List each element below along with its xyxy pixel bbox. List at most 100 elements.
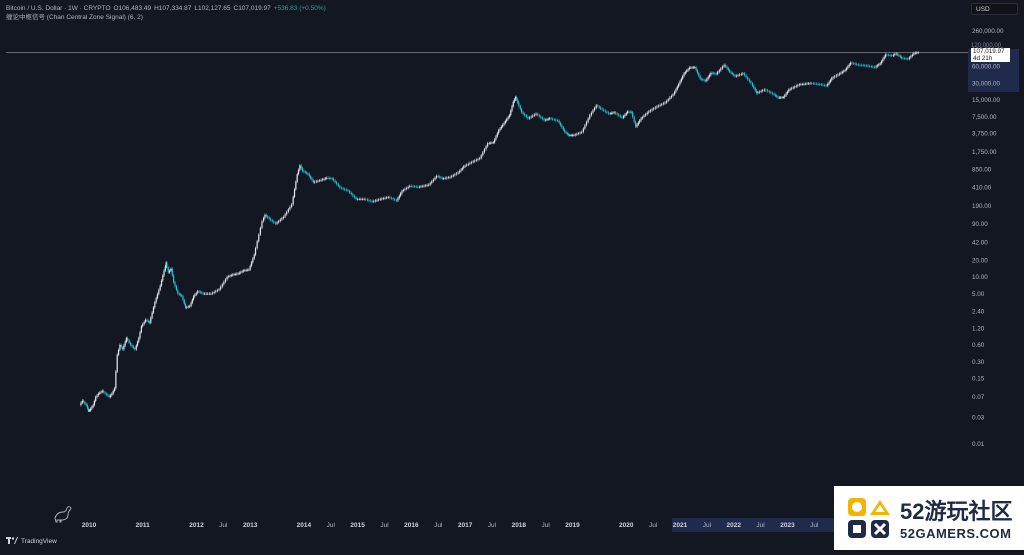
candle-body — [817, 83, 819, 85]
candle-body — [494, 139, 496, 143]
candle-body — [482, 152, 484, 156]
current-price-value: 107,019.97 — [973, 48, 1005, 55]
time-tick-label: 2016 — [404, 522, 419, 529]
candle-body — [535, 113, 537, 115]
candle-body — [667, 99, 669, 101]
candle-body — [318, 180, 321, 182]
candle-body — [706, 78, 708, 81]
candle-body — [699, 75, 701, 79]
candle-body — [409, 185, 411, 187]
symbol-label[interactable]: Bitcoin / U.S. Dollar · 1W · CRYPTO — [6, 5, 111, 12]
open-value: O106,483.49 — [113, 5, 152, 12]
candle-body — [469, 163, 471, 164]
candle-body — [483, 149, 486, 153]
candle-body — [345, 189, 347, 191]
candle-body — [634, 121, 637, 127]
candle-body — [879, 63, 881, 65]
price-tick-label: 1,750.00 — [972, 149, 997, 156]
candle-body — [758, 91, 761, 93]
candle-body — [587, 118, 589, 122]
high-value: H107,334.87 — [154, 5, 192, 12]
candle-body — [582, 128, 584, 132]
candle-body — [687, 69, 689, 71]
candle-body — [569, 135, 571, 136]
time-tick-label: Jul — [488, 522, 497, 529]
candle-body — [467, 163, 469, 165]
candle-body — [420, 186, 422, 188]
candle-body — [107, 394, 109, 396]
candle-body — [834, 76, 836, 78]
candle-body — [550, 118, 552, 120]
candle-body — [788, 89, 790, 92]
candle-body — [707, 76, 709, 79]
candle-body — [517, 99, 519, 103]
price-tick-label: 5.00 — [972, 291, 985, 298]
candle-body — [745, 75, 747, 78]
time-tick-label: 2019 — [565, 522, 580, 529]
candle-body — [96, 395, 98, 397]
indicator-label[interactable]: 缠论中枢信号 (Chan Central Zone Signal) (6, 2) — [6, 14, 143, 21]
candle-body — [562, 127, 564, 130]
candle-body — [240, 272, 242, 273]
candle-body — [840, 72, 842, 74]
candle-body — [737, 75, 739, 76]
candle-body — [496, 133, 498, 137]
candle-body — [374, 200, 376, 202]
price-tick-label: 10.00 — [972, 274, 988, 281]
price-tick-label: 3,750.00 — [972, 131, 997, 138]
candle-body — [379, 199, 381, 200]
candle-body — [686, 70, 688, 72]
candle-body — [519, 105, 521, 110]
candle-body — [528, 117, 531, 119]
candle-body — [726, 66, 728, 69]
candle-body — [884, 54, 887, 57]
candle-body — [621, 116, 623, 118]
candle-body — [284, 214, 286, 217]
candle-body — [864, 65, 866, 67]
candle-body — [791, 88, 793, 89]
candle-body — [549, 118, 551, 120]
candle-body — [815, 83, 818, 85]
candle-body — [323, 178, 325, 180]
footer-brand[interactable]: TradingView — [6, 537, 57, 545]
price-tick-label: 7,500.00 — [972, 114, 997, 121]
candle-body — [224, 279, 227, 282]
price-tick-label: 190.00 — [972, 203, 992, 210]
candle-body — [832, 77, 834, 79]
candle-body — [607, 112, 610, 114]
candle-body — [470, 162, 473, 164]
candle-body — [789, 88, 791, 90]
currency-button[interactable]: USD — [971, 3, 1018, 15]
candle-body — [461, 167, 464, 170]
candle-body — [220, 286, 222, 290]
candle-body — [460, 169, 462, 171]
candle-body — [889, 55, 891, 56]
watermark-site: 52GAMERS.COM — [900, 526, 1012, 541]
candle-body — [273, 221, 275, 223]
price-tick-label: 0.01 — [972, 441, 985, 448]
candle-body — [625, 113, 627, 115]
candle-body — [504, 121, 506, 123]
price-tick-label: 0.30 — [972, 359, 985, 366]
candle-body — [506, 119, 508, 122]
candle-body — [223, 281, 225, 285]
candle-body — [143, 321, 145, 325]
candle-body — [258, 234, 260, 242]
price-tick-label: 0.15 — [972, 376, 985, 383]
candle-body — [418, 186, 421, 188]
candle-body — [136, 341, 139, 346]
candle-body — [97, 393, 100, 396]
candle-body — [444, 178, 446, 179]
candle-body — [163, 270, 165, 276]
candle-body — [326, 177, 328, 179]
time-axis[interactable]: 2010 2011 2012 Jul 2013 2014 Jul 2015 Jul 2016 Jul… — [82, 522, 819, 529]
candle-body — [440, 177, 442, 179]
candle-body — [843, 70, 845, 72]
candle-body — [228, 276, 230, 278]
candle-body — [117, 349, 120, 355]
time-tick-label: 2011 — [136, 522, 150, 529]
candle-body — [762, 90, 764, 92]
candle-body — [898, 54, 900, 56]
